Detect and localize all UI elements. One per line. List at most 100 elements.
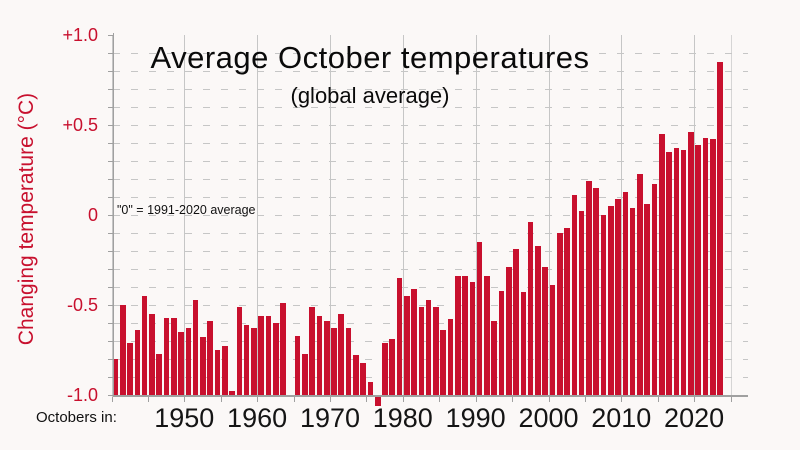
bar-1994 <box>506 267 512 395</box>
bar-1968 <box>316 315 323 395</box>
bar-1975 <box>367 382 374 395</box>
y-tick <box>108 377 113 378</box>
bar-1986 <box>447 319 454 395</box>
bar-1991 <box>484 276 490 395</box>
bar-2002 <box>564 227 570 395</box>
x-tick-label: 2010 <box>591 403 652 433</box>
bar-1980 <box>404 296 410 395</box>
x-tick <box>439 396 441 402</box>
x-tick <box>694 396 696 402</box>
bar-2014 <box>651 184 658 395</box>
bar-1948 <box>170 317 177 395</box>
h-gridline <box>113 53 748 54</box>
v-gridline-1970 <box>330 35 331 397</box>
x-tick <box>621 396 623 402</box>
bar-2004 <box>578 211 585 395</box>
v-gridline-2000 <box>548 35 550 397</box>
bar-2021 <box>702 137 709 395</box>
bar-2013 <box>644 204 650 395</box>
bar-1940 <box>112 359 119 395</box>
bar-1944 <box>141 296 148 395</box>
x-tick-label: 1970 <box>299 403 361 433</box>
h-gridline <box>113 251 748 252</box>
x-tick-label: 2020 <box>664 403 725 433</box>
y-tick <box>108 143 113 144</box>
y-tick <box>108 197 113 198</box>
h-gridline <box>113 197 748 198</box>
bar-2000 <box>549 285 556 395</box>
chart-subtitle: (global average) <box>290 83 450 108</box>
x-tick <box>402 396 404 402</box>
bar-1946 <box>156 353 163 395</box>
x-tick <box>475 396 477 402</box>
bar-1970 <box>331 328 337 395</box>
bar-2001 <box>556 233 563 395</box>
bar-1965 <box>294 335 301 395</box>
x-tick-label: 1950 <box>154 403 215 433</box>
bar-1954 <box>214 350 221 395</box>
bar-1960 <box>258 315 264 395</box>
y-tick <box>108 305 113 306</box>
y-tick <box>108 89 113 90</box>
y-tick <box>108 269 113 270</box>
v-gridline-2020 <box>694 35 696 397</box>
v-gridline-right-edge <box>730 35 732 397</box>
v-gridline-1960 <box>257 35 259 397</box>
bar-2017 <box>673 148 680 395</box>
bar-1983 <box>425 299 432 395</box>
bar-1952 <box>200 337 206 395</box>
bar-2018 <box>680 150 687 395</box>
x-tick <box>366 396 368 402</box>
bar-1941 <box>120 305 126 395</box>
x-axis-line <box>113 395 748 397</box>
y-axis-title: Changing temperature (°C) <box>15 92 38 346</box>
bar-1951 <box>192 299 199 395</box>
bar-1977 <box>382 342 388 395</box>
bar-1979 <box>396 278 403 395</box>
bar-2023 <box>717 62 723 395</box>
bar-1982 <box>418 306 425 395</box>
h-gridline <box>113 287 748 288</box>
bar-1985 <box>440 330 447 395</box>
y-tick <box>108 107 113 108</box>
bar-1957 <box>236 306 243 395</box>
bar-1971 <box>338 314 345 395</box>
x-tick <box>257 396 259 402</box>
y-tick <box>108 71 113 72</box>
y-tick <box>108 35 113 36</box>
y-tick <box>108 341 113 342</box>
y-tick <box>108 53 113 54</box>
v-gridline-1990 <box>475 35 477 397</box>
y-tick <box>108 179 113 180</box>
y-axis-line <box>113 33 114 397</box>
y-tick <box>108 215 113 216</box>
v-gridline-1940 <box>111 35 113 397</box>
bar-1988 <box>462 276 468 395</box>
bar-1973 <box>353 355 359 395</box>
h-gridline <box>113 125 748 126</box>
bar-1997 <box>527 222 534 395</box>
bar-2016 <box>666 152 672 395</box>
x-tick <box>147 396 149 402</box>
bar-1956 <box>229 391 235 395</box>
y-tick-label: +0.5 <box>62 115 98 135</box>
bar-1953 <box>207 321 213 395</box>
x-tick-label: 2000 <box>518 403 579 433</box>
bar-1950 <box>185 328 192 395</box>
bar-1974 <box>360 362 366 395</box>
bar-1955 <box>221 346 228 395</box>
bar-2009 <box>615 198 621 395</box>
v-gridline-2010 <box>621 35 623 397</box>
x-tick <box>730 396 732 402</box>
bar-1966 <box>302 353 308 395</box>
bar-2003 <box>571 195 578 395</box>
x-tick-label: 1980 <box>372 403 433 433</box>
h-gridline <box>113 269 748 270</box>
bar-1995 <box>513 249 519 395</box>
bar-1989 <box>469 281 476 395</box>
bar-2011 <box>629 207 636 395</box>
y-tick <box>108 125 113 126</box>
h-gridline <box>113 233 748 234</box>
baseline-annotation: "0" = 1991-2020 average <box>117 203 256 217</box>
